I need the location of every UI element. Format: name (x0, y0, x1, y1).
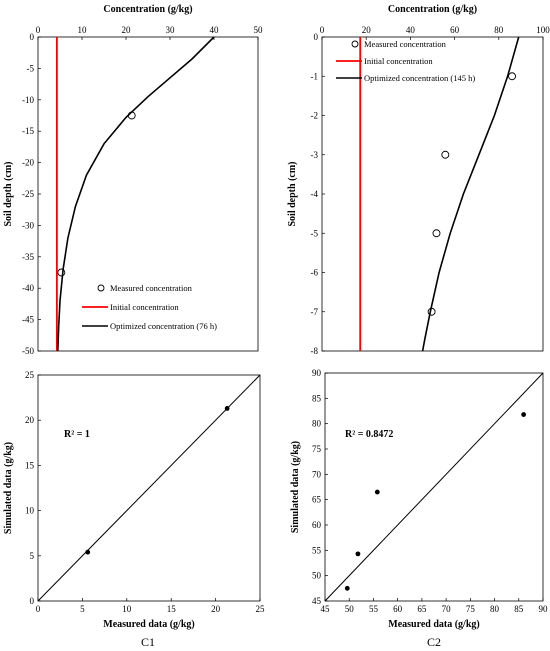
c2_bottom-x-tick-label: 80 (490, 604, 500, 614)
c1_bottom-y-tick-label: 10 (25, 506, 35, 516)
c2_bottom-x-tick-label: 50 (345, 604, 355, 614)
c2_bottom-data-point (374, 489, 380, 495)
panel-label-c1: C1 (141, 635, 155, 649)
c2_bottom-y-tick-label: 85 (312, 393, 322, 403)
c2_top-data-point (432, 229, 441, 238)
c1_bottom-y-tick-label: 20 (25, 415, 35, 425)
c1_top-legend-label: Optimized concentration (76 h) (110, 321, 217, 331)
c2_bottom-y-tick-label: 80 (312, 419, 322, 429)
c1_top-legend-marker (97, 284, 105, 292)
c2_top-x-tick-label: 100 (536, 25, 550, 35)
c1_top-y-tick-label: -50 (22, 346, 34, 356)
c2_bottom-x-tick-label: 70 (442, 604, 452, 614)
c2_bottom-y-tick-label: 55 (312, 545, 322, 555)
c2_bottom-y-tick-label: 45 (312, 596, 322, 606)
c1_top-y-tick-label: -25 (22, 189, 34, 199)
c1_bottom-x-tick-label: 0 (36, 604, 41, 614)
c1_top-legend-label: Measured concentration (110, 283, 193, 293)
c1_top-y-tick-label: -20 (22, 158, 34, 168)
c2_bottom-y-tick-label: 65 (312, 495, 322, 505)
c2_bottom-y-tick-label: 50 (312, 571, 322, 581)
c2_bottom-x-tick-label: 85 (514, 604, 524, 614)
c1_top-y-axis-label: Soil depth (cm) (3, 162, 14, 227)
c1_top-legend-label: Initial concentration (110, 302, 179, 312)
c2_bottom-data-point (521, 412, 527, 417)
c2_bottom-data-point (344, 585, 350, 591)
c2_top-x-tick-label: 20 (362, 25, 372, 35)
c1_bottom-y-tick-label: 0 (30, 596, 35, 606)
c1_bottom-y-tick-label: 5 (30, 551, 35, 561)
c1_top-y-tick-label: -45 (22, 315, 34, 325)
c1_bottom-series-line-1 (37, 374, 261, 602)
c1_top-y-tick-label: -35 (22, 252, 34, 262)
c1_top-x-tick-label: 30 (166, 25, 176, 35)
c2_bottom-x-tick-label: 45 (321, 604, 331, 614)
c1_bottom-y-axis-label: Simulated data (g/kg) (3, 442, 14, 534)
c1_top-y-tick-label: -5 (27, 63, 35, 73)
c1_top-y-tick-label: -40 (22, 283, 34, 293)
c2_top-y-tick-label: -8 (311, 346, 319, 356)
c1_top-x-axis-label: Concentration (g/kg) (103, 4, 192, 15)
panel-label-c2: C2 (427, 635, 441, 649)
c2_top-series-line-2 (421, 36, 520, 352)
c2_top-y-tick-label: -2 (311, 111, 319, 121)
c2_bottom-x-tick-label: 90 (539, 604, 549, 614)
c2_bottom-y-axis-label: Simulated data (g/kg) (290, 441, 301, 533)
c2_bottom-y-tick-label: 70 (312, 469, 322, 479)
c2_bottom-series-line-1 (324, 372, 544, 602)
c1_top-x-tick-label: 20 (122, 25, 132, 35)
c2_top-y-tick-label: -3 (311, 150, 319, 160)
c2_bottom-x-tick-label: 65 (417, 604, 427, 614)
c1_bottom-x-axis-label: Measured data (g/kg) (103, 619, 194, 630)
c1_bottom-y-tick-label: 15 (25, 460, 35, 470)
c2_top-data-point (441, 150, 450, 159)
c2_bottom-data-point (355, 551, 361, 557)
c1_top-x-tick-label: 40 (210, 25, 220, 35)
c1_bottom-x-tick-label: 10 (122, 604, 132, 614)
c2_top-legend-label: Optimized concentration (145 h) (364, 73, 475, 83)
c1_top-y-tick-label: -10 (22, 95, 34, 105)
c2_top-data-point (508, 72, 517, 81)
c1_bottom-r2-annotation: R² = 1 (64, 429, 90, 440)
c1_top-x-tick-label: 50 (254, 25, 264, 35)
c2_top-x-axis-label: Concentration (g/kg) (388, 4, 477, 15)
c1_top-y-tick-label: -15 (22, 126, 34, 136)
c2_top-y-tick-label: -5 (311, 228, 319, 238)
c2_top-y-tick-label: -6 (311, 268, 319, 278)
c2_top-y-tick-label: -1 (311, 71, 319, 81)
c1_bottom-x-tick-label: 5 (80, 604, 85, 614)
c2_top-x-tick-label: 60 (450, 25, 460, 35)
c1_bottom-x-tick-label: 20 (211, 604, 221, 614)
c2_bottom-x-tick-label: 75 (466, 604, 476, 614)
c2_bottom-x-axis-label: Measured data (g/kg) (388, 619, 479, 630)
c1_top-y-tick-label: -30 (22, 220, 34, 230)
c1_bottom-x-tick-label: 25 (256, 604, 266, 614)
c2_top-legend-label: Initial concentration (364, 56, 433, 66)
c2_top-y-tick-label: -7 (311, 307, 319, 317)
c1_top-y-tick-label: 0 (30, 32, 35, 42)
c2_bottom-r2-annotation: R² = 0.8472 (345, 429, 393, 440)
c1_top-x-tick-label: 10 (78, 25, 88, 35)
c2_top-y-tick-label: -4 (311, 189, 319, 199)
c2_top-x-tick-label: 0 (320, 25, 325, 35)
c2_bottom-x-tick-label: 60 (393, 604, 403, 614)
c1_top-x-tick-label: 0 (36, 25, 41, 35)
c2_bottom-x-tick-label: 55 (369, 604, 379, 614)
c1_bottom-y-tick-label: 25 (25, 370, 35, 380)
c2_bottom-y-tick-label: 90 (312, 368, 322, 378)
c1_bottom-x-tick-label: 15 (167, 604, 177, 614)
c2_top-y-tick-label: 0 (314, 32, 319, 42)
c2_bottom-plot-frame (324, 372, 544, 602)
c1_bottom-plot-frame (37, 374, 261, 602)
c2_top-legend-marker (351, 40, 359, 48)
c2_top-x-tick-label: 80 (494, 25, 504, 35)
c1_top-series-line-2 (57, 36, 215, 352)
c2_top-x-tick-label: 40 (406, 25, 416, 35)
c2_bottom-y-tick-label: 60 (312, 520, 322, 530)
c2_top-legend-label: Measured concentration (364, 39, 447, 49)
c2_bottom-y-tick-label: 75 (312, 444, 322, 454)
c2_top-y-axis-label: Soil depth (cm) (287, 162, 298, 227)
